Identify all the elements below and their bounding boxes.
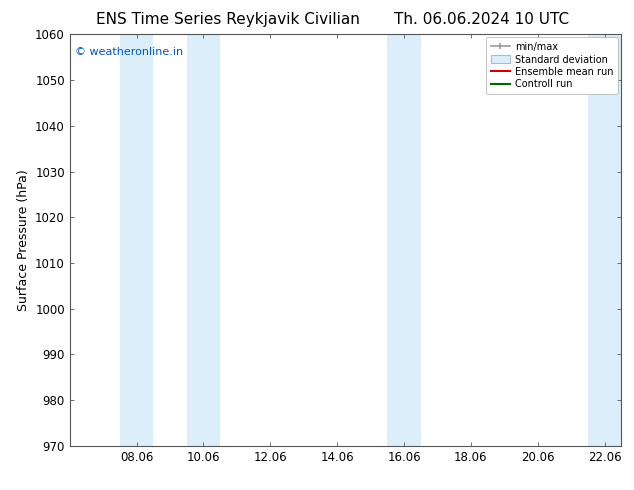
Text: © weatheronline.in: © weatheronline.in	[75, 47, 183, 57]
Y-axis label: Surface Pressure (hPa): Surface Pressure (hPa)	[16, 169, 30, 311]
Legend: min/max, Standard deviation, Ensemble mean run, Controll run: min/max, Standard deviation, Ensemble me…	[486, 37, 618, 94]
Bar	[120, 34, 153, 446]
Bar	[387, 34, 421, 446]
Text: ENS Time Series Reykjavik Civilian: ENS Time Series Reykjavik Civilian	[96, 12, 360, 27]
Bar	[588, 34, 621, 446]
Bar	[187, 34, 220, 446]
Text: Th. 06.06.2024 10 UTC: Th. 06.06.2024 10 UTC	[394, 12, 569, 27]
